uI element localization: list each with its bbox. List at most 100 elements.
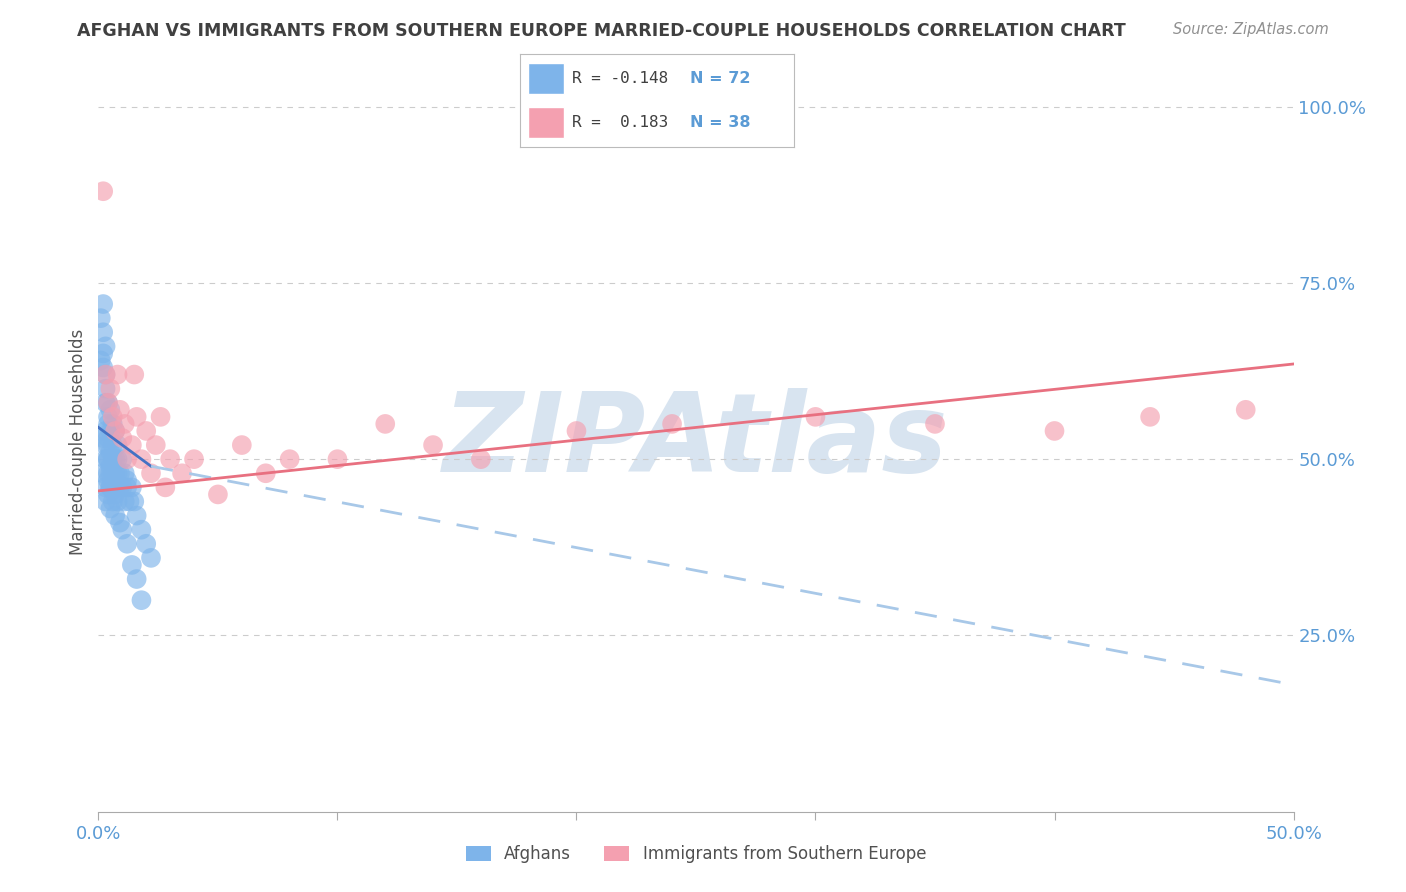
Point [97, 417, 120, 431]
Point [94, 452, 117, 467]
Point [94, 494, 117, 508]
Text: R = -0.148: R = -0.148 [572, 70, 669, 86]
Point [121, 480, 143, 494]
Point [90, 353, 112, 368]
Point [94, 396, 117, 410]
Point [101, 417, 124, 431]
Point [91, 184, 114, 198]
Point [231, 438, 253, 452]
Point [98, 445, 122, 459]
Point [91, 346, 114, 360]
Point [101, 409, 124, 424]
Text: N = 38: N = 38 [690, 115, 751, 130]
Point [121, 558, 143, 572]
Point [101, 467, 124, 481]
Point [101, 452, 124, 467]
Point [94, 368, 117, 382]
Text: AFGHAN VS IMMIGRANTS FROM SOUTHERN EUROPE MARRIED-COUPLE HOUSEHOLDS CORRELATION : AFGHAN VS IMMIGRANTS FROM SOUTHERN EUROP… [77, 22, 1126, 40]
Point [108, 516, 131, 530]
Point [1234, 402, 1257, 417]
Point [422, 438, 444, 452]
Point [139, 550, 162, 565]
Point [97, 467, 120, 481]
FancyBboxPatch shape [529, 107, 564, 138]
Point [94, 339, 117, 353]
FancyBboxPatch shape [529, 63, 564, 94]
Point [94, 368, 117, 382]
Point [104, 480, 127, 494]
Point [104, 467, 127, 481]
Point [115, 473, 138, 487]
Point [97, 396, 120, 410]
Point [91, 297, 114, 311]
Point [149, 409, 172, 424]
Point [118, 494, 141, 508]
Point [139, 467, 162, 481]
Point [107, 494, 129, 508]
Point [98, 480, 122, 494]
Point [108, 480, 131, 494]
Point [565, 424, 588, 438]
Point [159, 452, 181, 467]
Legend: Afghans, Immigrants from Southern Europe: Afghans, Immigrants from Southern Europe [458, 838, 934, 870]
Point [114, 494, 136, 508]
Point [155, 480, 177, 494]
Point [104, 487, 127, 501]
Point [98, 480, 122, 494]
Point [97, 452, 120, 467]
Point [97, 431, 120, 445]
Point [125, 409, 148, 424]
Point [924, 417, 946, 431]
Point [101, 438, 124, 452]
Point [804, 409, 827, 424]
Point [91, 360, 114, 375]
Point [97, 473, 120, 487]
Point [104, 452, 127, 467]
Point [145, 438, 167, 452]
Point [90, 311, 112, 326]
Point [98, 382, 122, 396]
Point [207, 487, 229, 501]
Point [114, 417, 136, 431]
Point [254, 467, 277, 481]
Point [101, 494, 124, 508]
Point [98, 467, 122, 481]
Point [97, 396, 120, 410]
Point [107, 452, 129, 467]
Point [131, 523, 153, 537]
Point [97, 452, 120, 467]
Point [131, 452, 153, 467]
Point [115, 480, 138, 494]
Point [94, 382, 117, 396]
Point [108, 467, 131, 481]
Point [125, 572, 148, 586]
Point [104, 508, 127, 523]
Point [98, 501, 122, 516]
Point [108, 402, 131, 417]
Text: Source: ZipAtlas.com: Source: ZipAtlas.com [1173, 22, 1329, 37]
Point [107, 368, 129, 382]
Point [107, 438, 129, 452]
Point [111, 480, 134, 494]
Point [94, 438, 117, 452]
Point [97, 438, 120, 452]
Point [115, 537, 138, 551]
Point [172, 467, 194, 481]
Point [121, 438, 143, 452]
Point [111, 452, 134, 467]
Point [91, 467, 114, 481]
Point [104, 424, 127, 438]
Text: N = 72: N = 72 [690, 70, 751, 86]
Point [111, 523, 134, 537]
Point [1043, 424, 1066, 438]
Point [125, 508, 148, 523]
Point [1139, 409, 1161, 424]
Point [104, 424, 127, 438]
Point [131, 593, 153, 607]
Point [98, 402, 122, 417]
Y-axis label: Married-couple Households: Married-couple Households [69, 328, 87, 555]
Point [661, 417, 683, 431]
Text: ZIPAtlas: ZIPAtlas [443, 388, 949, 495]
Point [97, 409, 120, 424]
Point [374, 417, 396, 431]
